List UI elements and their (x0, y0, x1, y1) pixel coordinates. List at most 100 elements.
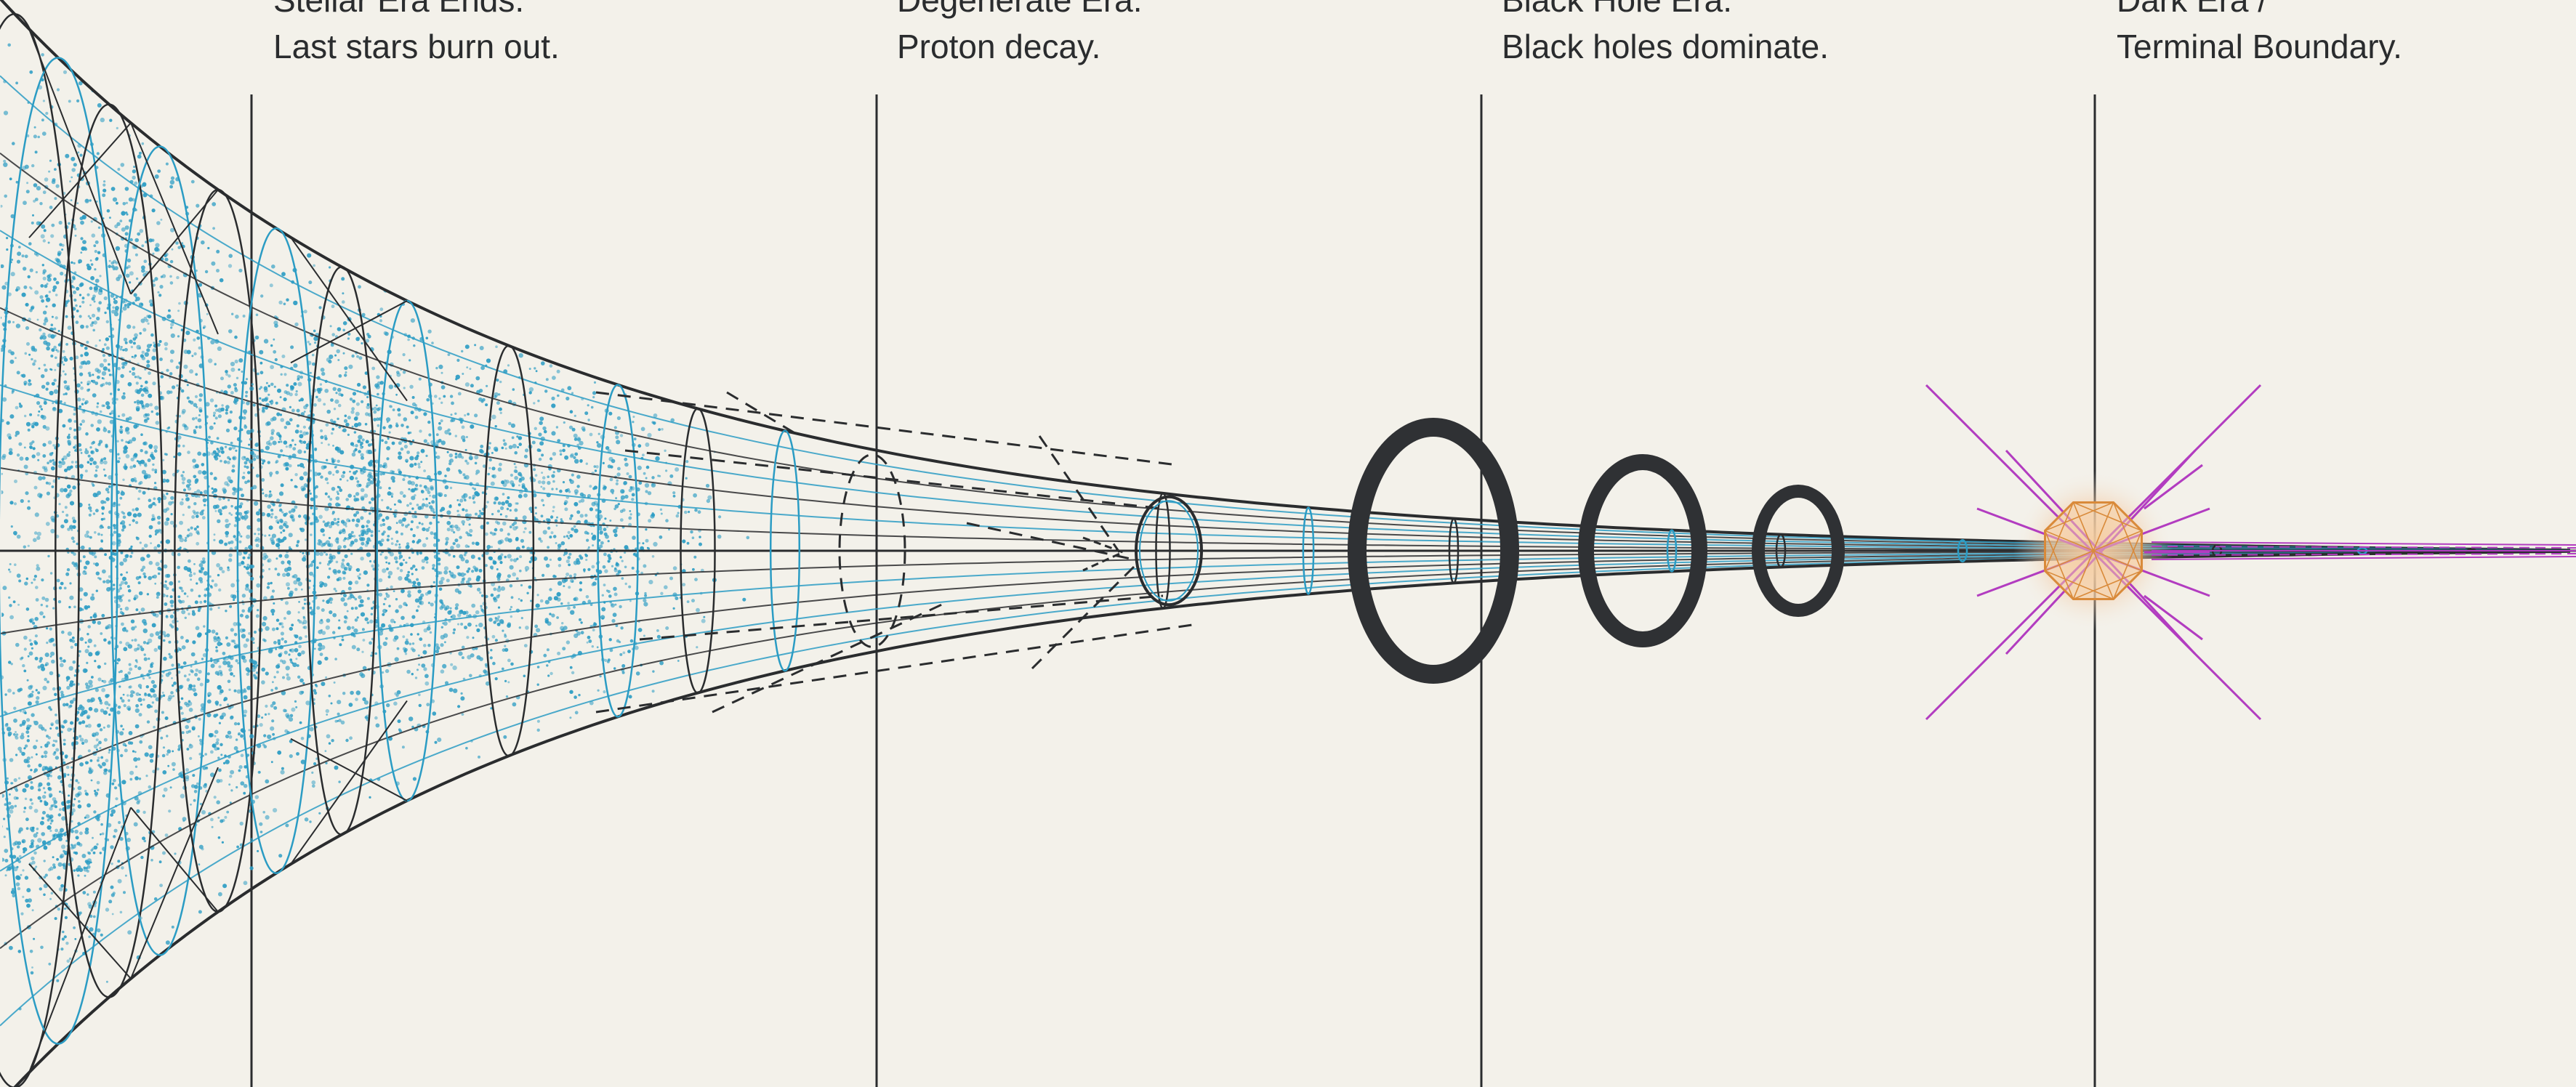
particle (95, 589, 98, 592)
particle (79, 217, 84, 221)
particle (120, 581, 124, 585)
particle (450, 528, 454, 533)
particle (376, 375, 380, 379)
particle (345, 616, 348, 620)
particle (41, 374, 45, 379)
particle (198, 398, 202, 402)
particle (390, 476, 395, 481)
particle (232, 487, 236, 491)
particle (189, 756, 193, 760)
particle (162, 458, 165, 461)
particle (137, 757, 141, 761)
particle (275, 618, 280, 622)
particle (183, 488, 186, 492)
particle (65, 304, 68, 307)
particle (460, 623, 464, 626)
particle (151, 468, 155, 472)
particle (456, 499, 459, 501)
particle (105, 443, 108, 447)
particle (142, 565, 146, 570)
particle (131, 639, 134, 642)
particle (229, 411, 233, 414)
particle (101, 371, 107, 376)
particle (254, 335, 259, 340)
particle (309, 469, 313, 472)
particle (99, 275, 102, 278)
particle (344, 366, 348, 371)
particle (90, 424, 94, 427)
particle (161, 691, 164, 694)
particle (254, 676, 258, 680)
particle (66, 685, 71, 690)
particle (156, 515, 161, 520)
particle (119, 731, 124, 736)
particle (542, 426, 547, 431)
particle (170, 176, 175, 180)
particle (366, 597, 370, 600)
particle (47, 440, 52, 445)
particle (148, 238, 153, 243)
particle (220, 450, 225, 454)
particle (480, 608, 484, 613)
particle (286, 610, 291, 615)
particle (249, 838, 254, 841)
particle (595, 578, 597, 581)
particle (186, 678, 190, 682)
particle (243, 643, 248, 648)
particle (494, 677, 498, 681)
particle (353, 513, 357, 517)
particle (295, 544, 299, 547)
particle (433, 536, 437, 540)
particle (143, 462, 148, 466)
particle (337, 327, 342, 331)
particle (221, 841, 224, 844)
particle (34, 421, 39, 427)
particle (351, 452, 356, 457)
particle (293, 382, 297, 386)
particle (70, 0, 75, 4)
particle (243, 881, 248, 886)
particle (499, 513, 502, 516)
particle (119, 670, 123, 673)
particle (126, 838, 132, 842)
particle (202, 453, 206, 457)
particle (32, 214, 34, 217)
particle (231, 312, 234, 315)
particle (482, 464, 486, 468)
particle (499, 528, 504, 532)
particle (191, 355, 194, 357)
particle (370, 534, 374, 537)
particle (286, 384, 289, 387)
particle (233, 689, 237, 692)
particle (33, 199, 36, 203)
particle (360, 516, 364, 520)
particle (132, 371, 136, 376)
particle (33, 575, 38, 578)
particle (251, 604, 254, 607)
particle (396, 690, 401, 695)
particle (71, 803, 76, 807)
particle (69, 180, 71, 183)
particle (43, 340, 48, 345)
particle (172, 319, 174, 322)
particle (244, 480, 248, 485)
particle (140, 393, 145, 397)
particle (243, 456, 246, 459)
particle (211, 452, 215, 456)
particle (102, 726, 105, 729)
particle (591, 533, 593, 536)
particle (183, 674, 187, 678)
particle (217, 836, 221, 839)
particle (461, 713, 464, 716)
particle (153, 725, 156, 729)
particle (79, 372, 84, 376)
particle (164, 453, 167, 456)
particle (425, 498, 428, 501)
particle (164, 602, 168, 606)
particle (358, 435, 363, 440)
particle (154, 709, 158, 714)
particle (126, 213, 129, 216)
particle (504, 537, 510, 542)
particle (404, 262, 409, 267)
particle (224, 815, 228, 819)
